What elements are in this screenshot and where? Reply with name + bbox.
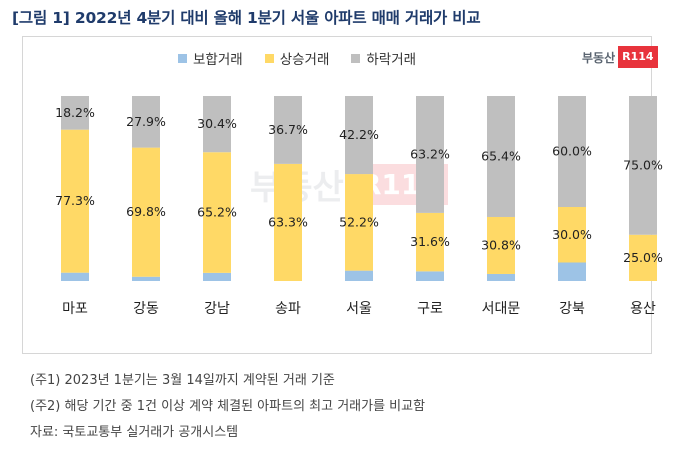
footnote-source: 자료: 국토교통부 실거래가 공개시스템 (30, 425, 239, 440)
bar-down-2 (203, 96, 231, 153)
chart-legend: 보합거래 상승거래 하락거래 (178, 48, 416, 68)
data-label-up-8: 25.0% (623, 250, 663, 265)
footnotes: (주1) 2023년 1분기는 3월 14일까지 계약된 거래 기준 (주2) … (30, 368, 425, 446)
footnote-2: (주2) 해당 기간 중 1건 이상 계약 체결된 아파트의 최고 거래가를 비… (30, 399, 426, 414)
data-label-down-5: 63.2% (410, 146, 450, 161)
legend-item-up: 상승거래 (264, 48, 330, 68)
brand-text: 부동산 (582, 50, 616, 65)
bar-up-1 (132, 147, 160, 277)
bar-up-0 (61, 129, 89, 273)
bar-flat-6 (487, 273, 515, 281)
data-label-down-1: 27.9% (126, 114, 166, 129)
data-label-up-7: 30.0% (552, 227, 592, 242)
bar-up-7 (558, 207, 586, 263)
data-label-up-6: 30.8% (481, 237, 521, 252)
brand-box: R114 (618, 46, 658, 68)
legend-label-up: 상승거래 (279, 52, 330, 68)
bar-flat-4 (345, 270, 373, 281)
category-label-7: 강북 (559, 301, 585, 317)
data-label-down-8: 75.0% (623, 157, 663, 172)
bar-up-4 (345, 174, 373, 271)
category-label-4: 서울 (346, 301, 372, 317)
legend-item-down: 하락거래 (351, 48, 416, 68)
bar-flat-2 (203, 272, 231, 281)
category-label-1: 강동 (133, 301, 159, 317)
data-label-up-2: 65.2% (197, 205, 237, 220)
bar-up-5 (416, 212, 444, 272)
category-label-5: 구로 (417, 301, 443, 317)
category-label-8: 용산 (630, 301, 656, 317)
data-label-down-2: 30.4% (197, 116, 237, 131)
bar-down-3 (274, 96, 302, 164)
bar-down-7 (558, 96, 586, 207)
legend-swatch-down (351, 53, 361, 63)
data-label-down-4: 42.2% (339, 127, 379, 142)
category-label-2: 강남 (204, 301, 230, 317)
data-label-down-6: 65.4% (481, 148, 521, 163)
data-label-up-0: 77.3% (55, 193, 95, 208)
data-label-down-0: 18.2% (55, 105, 95, 120)
bar-flat-0 (61, 272, 89, 281)
data-label-up-3: 63.3% (268, 214, 308, 229)
bar-up-2 (203, 152, 231, 273)
data-label-up-5: 31.6% (410, 234, 450, 249)
bar-down-5 (416, 96, 444, 213)
footnote-1: (주1) 2023년 1분기는 3월 14일까지 계약된 거래 기준 (30, 373, 335, 388)
brand-logo: 부동산 R114 (582, 44, 658, 70)
legend-item-flat: 보합거래 (178, 48, 243, 68)
bar-down-6 (487, 96, 515, 217)
bar-down-0 (61, 96, 89, 130)
legend-swatch-up (264, 53, 274, 63)
legend-swatch-flat (178, 53, 187, 63)
bar-up-8 (629, 234, 657, 281)
bar-down-4 (345, 96, 373, 175)
bar-up-3 (274, 163, 302, 281)
bar-down-8 (629, 96, 657, 235)
bar-up-6 (487, 216, 515, 274)
data-label-up-1: 69.8% (126, 204, 166, 219)
bar-flat-5 (416, 271, 444, 281)
chart-title: [그림 1] 2022년 4분기 대비 올해 1분기 서울 아파트 매매 거래가… (12, 9, 481, 27)
bar-flat-1 (132, 276, 160, 281)
legend-label-flat: 보합거래 (193, 52, 243, 68)
legend-label-down: 하락거래 (366, 52, 417, 68)
category-label-6: 서대문 (482, 301, 521, 317)
bar-down-1 (132, 96, 160, 148)
bar-flat-7 (558, 262, 586, 281)
category-label-0: 마포 (62, 301, 88, 317)
data-label-up-4: 52.2% (339, 214, 379, 229)
data-label-down-7: 60.0% (552, 144, 592, 159)
data-label-down-3: 36.7% (268, 122, 308, 137)
category-label-3: 송파 (275, 301, 301, 317)
